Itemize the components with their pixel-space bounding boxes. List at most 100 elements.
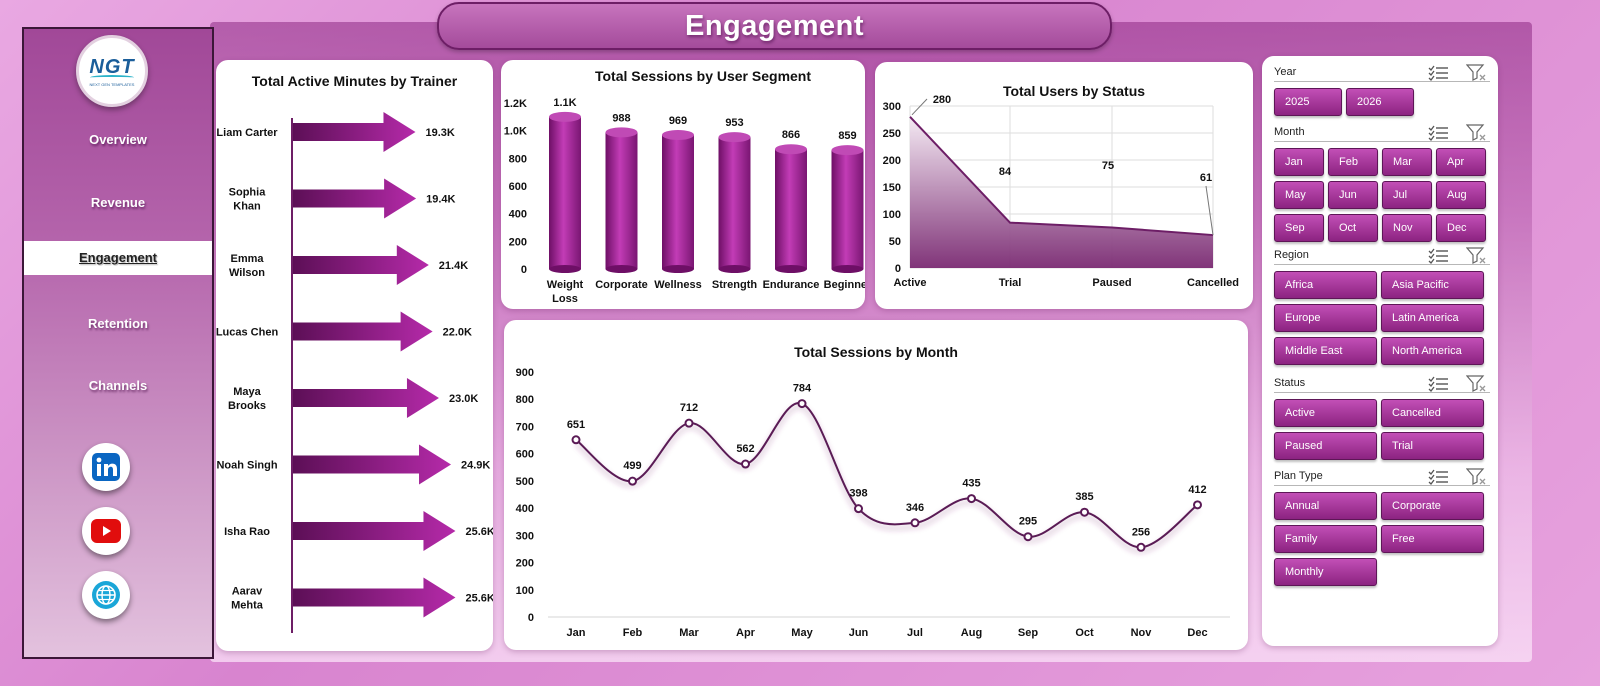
multi-select-icon[interactable] [1428,247,1450,265]
segment-category-label: Beginner [824,279,865,291]
trainer-bar[interactable] [293,444,452,485]
clear-filter-icon[interactable] [1466,247,1488,265]
month-series-line[interactable] [575,402,1199,549]
filter-chip-region[interactable]: Latin America [1381,304,1484,332]
trainer-bar[interactable] [293,311,433,352]
status-area[interactable] [910,116,1213,268]
segment-bar[interactable] [831,150,864,269]
month-data-point[interactable] [1023,532,1033,542]
status-y-tick: 250 [883,128,901,140]
filter-chip-status[interactable]: Paused [1274,432,1377,460]
filter-chip-month[interactable]: Jul [1382,181,1432,209]
clear-filter-icon[interactable] [1466,375,1488,393]
segment-bar-base [605,265,638,273]
month-data-point[interactable] [684,418,694,428]
filter-chip-plan[interactable]: Monthly [1274,558,1377,586]
month-data-point[interactable] [571,435,581,445]
filter-chip-month[interactable]: Aug [1436,181,1486,209]
segment-category-label: Loss [552,293,578,305]
linkedin-button[interactable] [82,443,130,491]
trainer-bar[interactable] [293,178,417,219]
month-y-tick: 500 [516,476,534,488]
trainer-minutes-card: Total Active Minutes by Trainer 19.3K Lia… [216,60,493,651]
website-button[interactable] [82,571,130,619]
month-data-point[interactable] [628,476,637,486]
trainer-name-label: Wilson [229,267,265,279]
month-data-point[interactable] [854,504,863,514]
nav-revenue[interactable]: Revenue [90,195,146,210]
filter-chip-month[interactable]: Jan [1274,148,1324,176]
filter-chip-status[interactable]: Active [1274,399,1377,427]
filter-chip-region[interactable]: Africa [1274,271,1377,299]
status-y-tick: 200 [883,155,901,167]
page-title: Engagement [684,9,865,42]
filter-chip-region[interactable]: Middle East [1274,337,1377,365]
trainer-bar-value: 22.0K [443,327,472,339]
segment-y-tick: 200 [509,236,527,248]
filter-chip-plan[interactable]: Free [1381,525,1484,553]
trainer-bar[interactable] [293,378,439,418]
trainer-bar[interactable] [293,112,416,152]
filter-chip-month[interactable]: Feb [1328,148,1378,176]
filter-chip-month[interactable]: May [1274,181,1324,209]
month-data-point[interactable] [797,399,807,409]
month-value-label: 346 [906,502,924,514]
trainer-name-label: Isha Rao [224,526,270,538]
filter-chip-month[interactable]: Dec [1436,214,1486,242]
month-data-point[interactable] [1193,500,1202,510]
nav-retention[interactable]: Retention [88,316,148,331]
month-value-label: 398 [849,488,867,500]
trainer-bar[interactable] [293,577,456,618]
filter-chip-status[interactable]: Cancelled [1381,399,1484,427]
filter-chip-year[interactable]: 2026 [1346,88,1414,116]
status-leader-line [911,98,928,116]
segment-y-tick: 0 [521,264,527,276]
ngt-logo[interactable]: NGT NEXT GEN TEMPLATES [76,35,148,107]
trainer-bar[interactable] [293,245,429,285]
clear-filter-icon[interactable] [1466,64,1488,82]
filter-chip-year[interactable]: 2025 [1274,88,1342,116]
nav-engagement[interactable]: Engagement [24,241,212,275]
multi-select-icon[interactable] [1428,64,1450,82]
month-data-point[interactable] [910,518,920,528]
youtube-button[interactable] [82,507,130,555]
clear-filter-icon[interactable] [1466,124,1488,142]
filter-chip-month[interactable]: Jun [1328,181,1378,209]
segment-bar[interactable] [549,116,581,269]
multi-select-icon[interactable] [1428,124,1450,142]
filter-chip-status[interactable]: Trial [1381,432,1484,460]
trainer-bar[interactable] [293,511,456,551]
month-data-point[interactable] [741,459,750,469]
month-data-point[interactable] [967,494,976,504]
segment-bar[interactable] [662,134,694,269]
segment-bar-top [831,145,864,156]
month-category-label: Dec [1187,627,1207,639]
filter-chip-region[interactable]: Asia Pacific [1381,271,1484,299]
filter-chip-month[interactable]: Nov [1382,214,1432,242]
nav-channels[interactable]: Channels [88,378,148,393]
filter-chip-plan[interactable]: Annual [1274,492,1377,520]
filter-chip-region[interactable]: Europe [1274,304,1377,332]
filter-chip-month[interactable]: Apr [1436,148,1486,176]
filter-chip-plan[interactable]: Corporate [1381,492,1484,520]
segment-bar[interactable] [605,132,638,269]
filter-chip-month[interactable]: Sep [1274,214,1324,242]
filter-chip-region[interactable]: North America [1381,337,1484,365]
clear-filter-icon[interactable] [1466,468,1488,486]
nav-overview[interactable]: Overview [89,132,147,147]
month-data-point[interactable] [1080,507,1089,517]
month-chart-title: Total Sessions by Month [794,344,958,360]
filter-chip-month[interactable]: Mar [1382,148,1432,176]
multi-select-icon[interactable] [1428,375,1450,393]
month-y-tick: 400 [516,503,534,515]
multi-select-icon[interactable] [1428,468,1450,486]
segment-bar[interactable] [775,149,807,269]
month-data-point[interactable] [1136,542,1146,552]
month-value-label: 435 [962,478,980,490]
segment-bar[interactable] [718,137,751,269]
filter-title-status: Status [1274,377,1306,389]
filter-chip-plan[interactable]: Family [1274,525,1377,553]
sidebar: NGT NEXT GEN TEMPLATES Overview Revenue … [22,27,214,659]
month-value-label: 651 [567,419,585,431]
filter-chip-month[interactable]: Oct [1328,214,1378,242]
